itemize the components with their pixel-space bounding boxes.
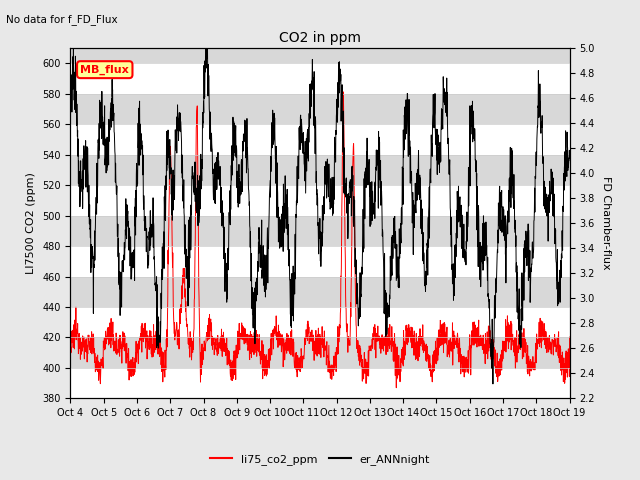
Bar bbox=[70, 33, 570, 63]
Text: No data for f_FD_Flux: No data for f_FD_Flux bbox=[6, 14, 118, 25]
Bar bbox=[70, 155, 570, 185]
Text: MB_flux: MB_flux bbox=[81, 64, 129, 75]
Bar bbox=[70, 276, 570, 307]
Bar bbox=[70, 337, 570, 368]
Title: CO2 in ppm: CO2 in ppm bbox=[279, 32, 361, 46]
Bar bbox=[70, 216, 570, 246]
Y-axis label: FD Chamber-flux: FD Chamber-flux bbox=[602, 176, 611, 270]
Bar bbox=[70, 94, 570, 124]
Legend: li75_co2_ppm, er_ANNnight: li75_co2_ppm, er_ANNnight bbox=[205, 450, 435, 469]
Y-axis label: LI7500 CO2 (ppm): LI7500 CO2 (ppm) bbox=[26, 172, 36, 274]
